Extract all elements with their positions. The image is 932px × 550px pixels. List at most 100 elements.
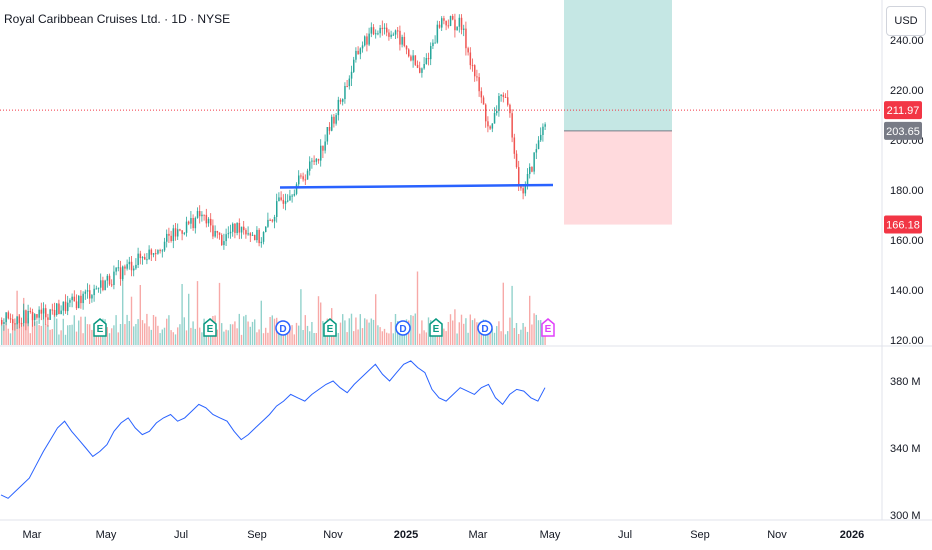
candle-body[interactable] <box>58 303 60 315</box>
candle-body[interactable] <box>313 160 315 162</box>
candle-body[interactable] <box>408 49 410 57</box>
candle-body[interactable] <box>36 314 38 318</box>
candle-body[interactable] <box>295 184 298 194</box>
candle-body[interactable] <box>1 320 3 324</box>
candle-body[interactable] <box>223 241 225 246</box>
candle-body[interactable] <box>535 149 538 153</box>
candle-body[interactable] <box>148 249 150 260</box>
candle-body[interactable] <box>67 302 69 312</box>
candle-body[interactable] <box>218 232 221 235</box>
candle-body[interactable] <box>438 24 441 28</box>
trend-line[interactable] <box>279 183 554 189</box>
candle-body[interactable] <box>124 266 126 269</box>
currency-button[interactable]: USD <box>886 6 926 36</box>
candle-body[interactable] <box>414 55 417 65</box>
candle-body[interactable] <box>133 268 135 271</box>
candle-body[interactable] <box>141 257 144 259</box>
candle-body[interactable] <box>102 280 104 290</box>
profit-zone[interactable] <box>564 0 672 131</box>
candle-body[interactable] <box>31 312 34 321</box>
candle-body[interactable] <box>399 30 401 45</box>
earnings-marker[interactable] <box>203 318 217 337</box>
candle-body[interactable] <box>181 230 183 234</box>
candle-body[interactable] <box>480 91 483 98</box>
candle-body[interactable] <box>51 309 54 311</box>
candle-body[interactable] <box>240 226 243 233</box>
candle-body[interactable] <box>322 145 324 151</box>
candle-body[interactable] <box>522 188 524 194</box>
candle-body[interactable] <box>361 45 364 49</box>
candle-body[interactable] <box>45 308 47 318</box>
candle-body[interactable] <box>293 193 296 196</box>
candle-body[interactable] <box>454 19 456 31</box>
candle-body[interactable] <box>245 230 247 235</box>
candle-body[interactable] <box>507 97 509 105</box>
candle-body[interactable] <box>40 309 43 314</box>
candle-body[interactable] <box>265 226 267 232</box>
candle-body[interactable] <box>302 176 304 180</box>
candle-body[interactable] <box>207 218 210 224</box>
candle-body[interactable] <box>368 33 370 45</box>
candle-body[interactable] <box>388 32 390 37</box>
candle-body[interactable] <box>232 223 234 232</box>
candle-body[interactable] <box>401 36 403 45</box>
candle-body[interactable] <box>518 167 520 187</box>
candle-body[interactable] <box>370 27 373 34</box>
candle-body[interactable] <box>447 25 450 27</box>
candle-body[interactable] <box>452 16 454 20</box>
candle-body[interactable] <box>170 235 172 241</box>
candle-body[interactable] <box>304 179 307 181</box>
candle-body[interactable] <box>260 241 263 244</box>
candle-body[interactable] <box>205 214 208 224</box>
candle-body[interactable] <box>542 126 544 135</box>
candle-body[interactable] <box>144 257 146 260</box>
candle-body[interactable] <box>344 86 346 100</box>
candle-body[interactable] <box>166 233 168 242</box>
candle-body[interactable] <box>496 111 498 114</box>
candle-body[interactable] <box>511 113 513 138</box>
candle-body[interactable] <box>23 310 25 324</box>
candle-body[interactable] <box>445 20 447 26</box>
candle-body[interactable] <box>150 249 153 255</box>
candle-body[interactable] <box>126 264 128 269</box>
candle-body[interactable] <box>95 288 98 290</box>
candle-body[interactable] <box>474 65 476 77</box>
candle-body[interactable] <box>379 27 381 34</box>
candle-body[interactable] <box>192 218 194 229</box>
candle-body[interactable] <box>331 116 333 131</box>
candle-body[interactable] <box>476 76 478 78</box>
candle-body[interactable] <box>27 311 29 324</box>
candle-body[interactable] <box>504 96 507 98</box>
candle-body[interactable] <box>509 104 511 114</box>
candle-body[interactable] <box>194 217 197 229</box>
candle-body[interactable] <box>73 296 76 302</box>
candle-body[interactable] <box>64 301 67 312</box>
candle-body[interactable] <box>377 33 379 35</box>
candle-body[interactable] <box>436 24 439 43</box>
candle-body[interactable] <box>247 233 249 235</box>
earnings-marker[interactable] <box>429 318 443 337</box>
candle-body[interactable] <box>75 301 78 309</box>
candle-body[interactable] <box>236 223 238 233</box>
candle-body[interactable] <box>392 34 395 36</box>
candle-body[interactable] <box>179 229 181 231</box>
candle-body[interactable] <box>348 78 351 87</box>
candle-body[interactable] <box>25 310 27 324</box>
candle-body[interactable] <box>419 67 421 73</box>
candle-body[interactable] <box>234 223 236 233</box>
candle-body[interactable] <box>214 231 216 237</box>
candle-body[interactable] <box>500 94 502 96</box>
candle-body[interactable] <box>529 166 531 175</box>
candle-body[interactable] <box>463 28 465 30</box>
candle-body[interactable] <box>161 250 164 252</box>
candle-body[interactable] <box>540 134 542 141</box>
candle-body[interactable] <box>106 275 109 281</box>
candle-body[interactable] <box>47 317 49 320</box>
candle-body[interactable] <box>276 201 278 217</box>
candle-body[interactable] <box>441 18 443 28</box>
candle-body[interactable] <box>469 52 472 66</box>
candle-body[interactable] <box>515 153 518 168</box>
candle-body[interactable] <box>284 201 287 204</box>
candle-body[interactable] <box>416 64 419 68</box>
candle-body[interactable] <box>174 228 177 237</box>
